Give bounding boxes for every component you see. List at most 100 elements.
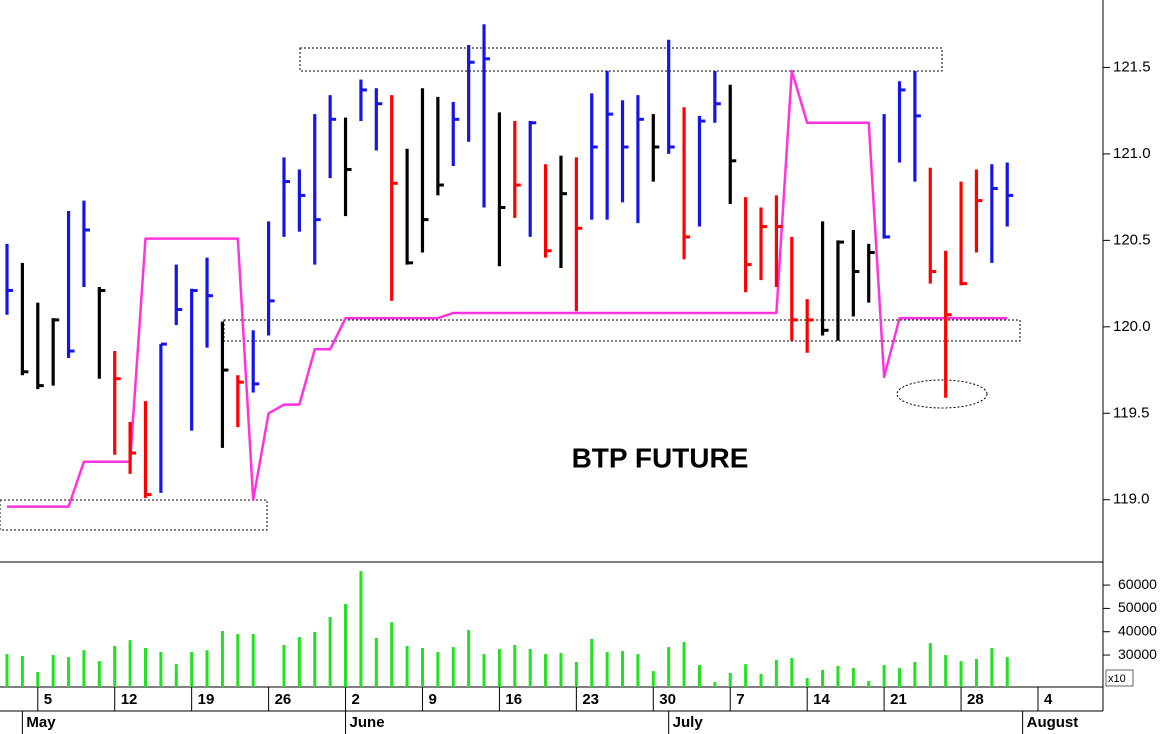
volume-bar xyxy=(713,682,717,687)
indicator-line xyxy=(7,69,1008,508)
volume-bar xyxy=(297,637,301,687)
volume-bar xyxy=(759,673,763,687)
volume-bar xyxy=(574,662,578,687)
volume-bar xyxy=(236,634,240,687)
volume-bar xyxy=(128,640,132,687)
volume-bar xyxy=(882,665,886,687)
chart-title: BTP FUTURE xyxy=(572,442,749,473)
x-tick-label: 23 xyxy=(582,691,599,708)
volume-tick-label: 30000 xyxy=(1118,646,1157,662)
month-label: August xyxy=(1027,714,1079,731)
volume-bar xyxy=(790,658,794,687)
volume-bar xyxy=(867,680,871,687)
volume-bar xyxy=(513,645,517,687)
x-tick-label: 5 xyxy=(44,691,52,708)
volume-bar xyxy=(51,655,55,687)
annotation-ellipse xyxy=(896,379,988,409)
volume-bar xyxy=(159,652,163,687)
volume-bar xyxy=(328,617,332,687)
x-tick-label: 12 xyxy=(121,691,138,708)
volume-bar xyxy=(898,668,902,687)
annotation-box xyxy=(0,499,268,531)
volume-bar xyxy=(82,650,86,687)
volume-bar xyxy=(928,643,932,687)
volume-bar xyxy=(728,673,732,687)
x-tick-label: 2 xyxy=(352,691,360,708)
volume-bar xyxy=(621,651,625,687)
y-tick-label: 119.0 xyxy=(1113,491,1149,508)
volume-bar xyxy=(113,645,117,687)
volume-scale-label: x10 xyxy=(1108,673,1126,685)
volume-bar xyxy=(836,666,840,687)
volume-tick-label: 50000 xyxy=(1118,599,1157,615)
month-label: June xyxy=(350,714,385,731)
volume-bar xyxy=(436,652,440,687)
volume-bar xyxy=(682,641,686,687)
volume-bar xyxy=(5,654,9,687)
volume-bar xyxy=(821,669,825,687)
volume-bar xyxy=(205,650,209,687)
volume-bar xyxy=(190,652,194,687)
y-tick-label: 119.5 xyxy=(1113,404,1149,421)
x-tick-label: 21 xyxy=(890,691,907,708)
volume-bar xyxy=(974,659,978,687)
volume-bar xyxy=(528,648,532,687)
volume-bar xyxy=(20,655,24,687)
volume-bar xyxy=(651,671,655,687)
volume-bar xyxy=(851,668,855,687)
x-tick-label: 19 xyxy=(198,691,215,708)
volume-tick-label: 60000 xyxy=(1118,576,1157,592)
volume-bar xyxy=(744,664,748,687)
y-tick-label: 120.0 xyxy=(1113,318,1151,335)
volume-bar xyxy=(913,662,917,687)
volume-bar xyxy=(667,647,671,687)
volume-bar xyxy=(990,648,994,687)
volume-bar xyxy=(697,665,701,687)
volume-bar xyxy=(143,648,147,687)
volume-bar xyxy=(605,652,609,687)
volume-tick-label: 40000 xyxy=(1118,622,1157,638)
x-tick-label: 14 xyxy=(813,691,830,708)
volume-bar xyxy=(282,645,286,687)
volume-bar xyxy=(774,659,778,687)
x-tick-label: 16 xyxy=(505,691,522,708)
volume-bar xyxy=(220,631,224,687)
volume-bar xyxy=(590,638,594,687)
volume-bar xyxy=(482,654,486,687)
volume-bar xyxy=(467,630,471,687)
volume-bar xyxy=(405,645,409,687)
volume-bar xyxy=(313,631,317,687)
volume-bar xyxy=(390,622,394,687)
volume-bar xyxy=(559,652,563,687)
volume-bar xyxy=(174,664,178,687)
volume-bar xyxy=(344,603,348,687)
x-tick-label: 7 xyxy=(736,691,744,708)
volume-bar xyxy=(420,648,424,687)
x-tick-label: 4 xyxy=(1044,691,1053,708)
volume-bar xyxy=(451,647,455,687)
volume-bar xyxy=(251,634,255,687)
volume-bar xyxy=(97,661,101,687)
x-tick-label: 26 xyxy=(275,691,292,708)
y-tick-label: 120.5 xyxy=(1113,231,1151,248)
annotation-box xyxy=(299,47,943,72)
month-label: July xyxy=(673,714,704,731)
volume-bar xyxy=(497,648,501,687)
y-tick-label: 121.5 xyxy=(1113,58,1151,75)
y-tick-label: 121.0 xyxy=(1113,145,1151,162)
volume-bar xyxy=(374,638,378,687)
volume-bar xyxy=(805,678,809,687)
annotation-box xyxy=(223,319,1021,342)
volume-bar xyxy=(359,571,363,687)
volume-bar xyxy=(636,654,640,687)
scale-box xyxy=(1105,669,1134,687)
volume-bar xyxy=(1005,657,1009,687)
x-tick-label: 9 xyxy=(428,691,436,708)
x-tick-label: 28 xyxy=(967,691,984,708)
volume-bar xyxy=(959,661,963,687)
volume-bar xyxy=(544,654,548,687)
x-tick-label: 30 xyxy=(659,691,676,708)
volume-bar xyxy=(36,672,40,687)
